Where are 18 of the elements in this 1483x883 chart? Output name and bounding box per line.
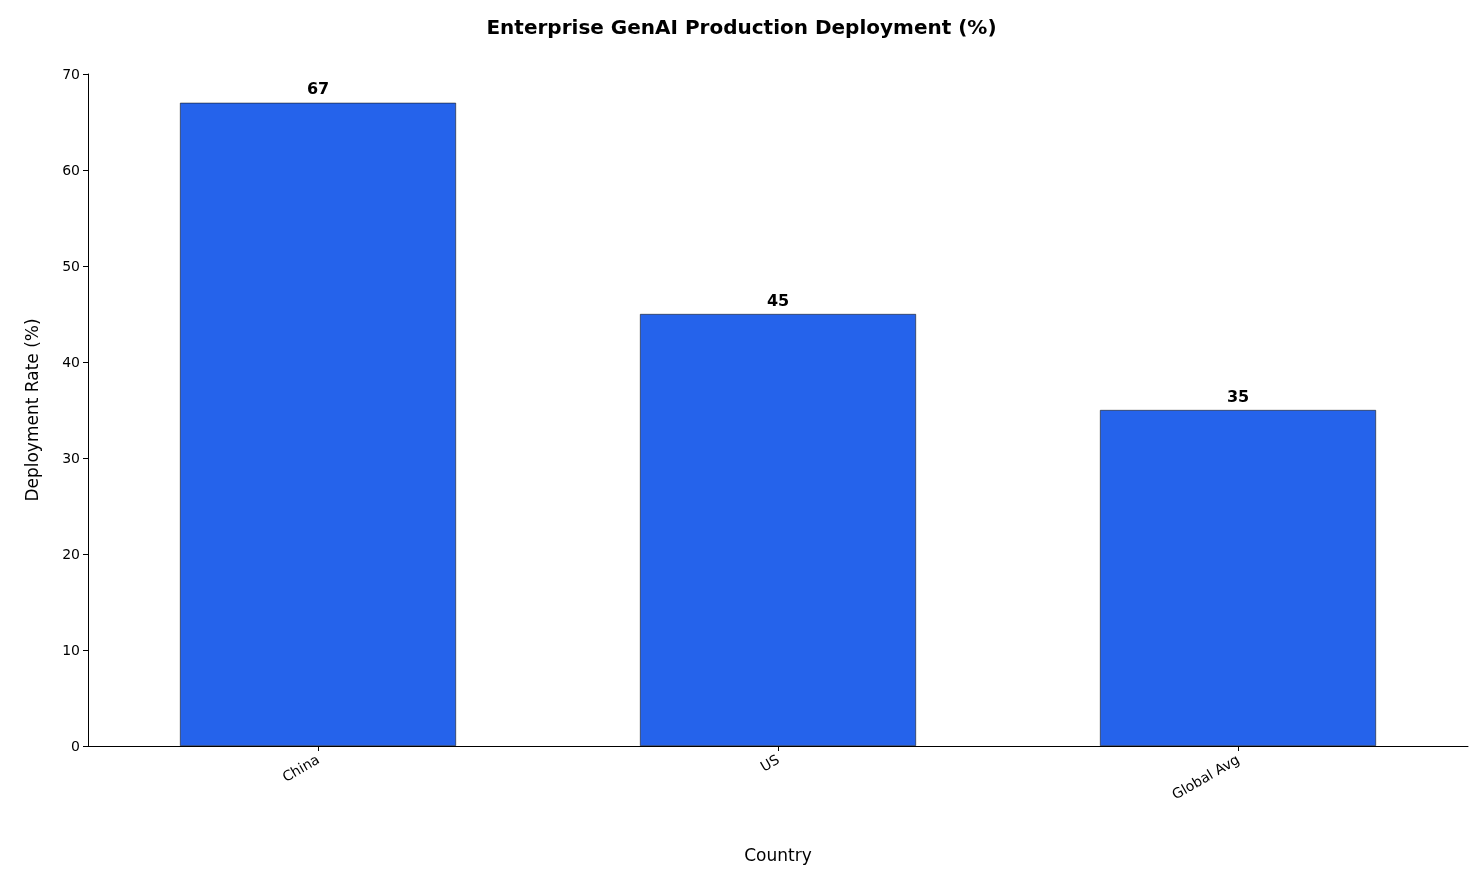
y-tick-label: 0	[71, 738, 80, 754]
data-label: 45	[766, 290, 790, 310]
y-tick-label: 40	[62, 354, 80, 370]
y-tick-label: 70	[62, 66, 80, 82]
y-tick-label: 50	[62, 258, 80, 274]
y-tick-label: 20	[62, 546, 80, 562]
bar	[1100, 410, 1376, 746]
bar	[180, 102, 456, 746]
x-axis-title: Country	[744, 844, 812, 865]
x-tick-label: US	[757, 751, 783, 775]
y-tick-label: 10	[62, 642, 80, 658]
bar	[640, 314, 916, 746]
data-label: 67	[306, 79, 330, 99]
y-tick-label: 30	[62, 450, 80, 466]
y-axis-title: Deployment Rate (%)	[21, 318, 42, 502]
chart-title: Enterprise GenAI Production Deployment (%)	[486, 15, 997, 39]
data-label: 35	[1226, 386, 1250, 406]
y-tick-label: 60	[62, 162, 80, 178]
